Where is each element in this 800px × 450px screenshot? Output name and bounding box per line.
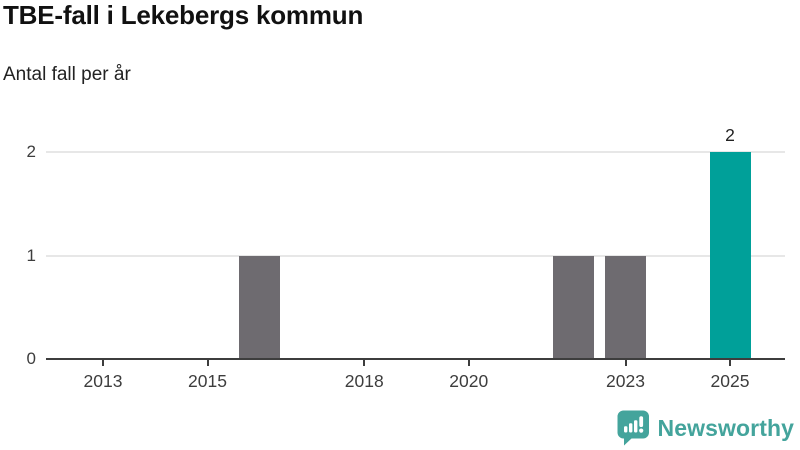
x-axis-line xyxy=(46,358,785,360)
brand-name: Newsworthy xyxy=(657,414,794,441)
gridline-y2 xyxy=(46,151,785,153)
x-axis-tick-2013 xyxy=(102,360,104,366)
chart-title: TBE-fall i Lekebergs kommun xyxy=(3,0,364,30)
bar-2023 xyxy=(605,255,646,359)
x-axis-tick-2025 xyxy=(729,360,731,366)
x-axis-label-2025: 2025 xyxy=(710,371,750,391)
bar-2022 xyxy=(552,255,594,359)
x-axis-tick-2023 xyxy=(624,360,627,366)
bar-2016 xyxy=(239,255,281,359)
x-axis-label-2023: 2023 xyxy=(606,371,645,391)
x-axis-label-2013: 2013 xyxy=(83,371,123,391)
y-axis-label-0: 0 xyxy=(26,349,36,368)
x-axis-tick-2018 xyxy=(363,360,366,366)
bar-2025 xyxy=(709,152,751,359)
gridline-y1 xyxy=(46,254,785,257)
chart-subtitle: Antal fall per år xyxy=(3,64,131,85)
newsworthy-logo-icon xyxy=(617,410,650,446)
x-axis-label-2015: 2015 xyxy=(188,371,227,391)
x-axis-label-2020: 2020 xyxy=(449,371,489,391)
bar-value-label-2025: 2 xyxy=(725,125,735,145)
x-axis-label-2018: 2018 xyxy=(344,371,384,391)
y-axis-label-1: 1 xyxy=(26,245,36,265)
brand-footer: Newsworthy xyxy=(617,410,794,446)
y-axis-label-2: 2 xyxy=(26,142,36,161)
x-axis-tick-2015 xyxy=(206,360,209,366)
x-axis-tick-2020 xyxy=(467,360,470,366)
